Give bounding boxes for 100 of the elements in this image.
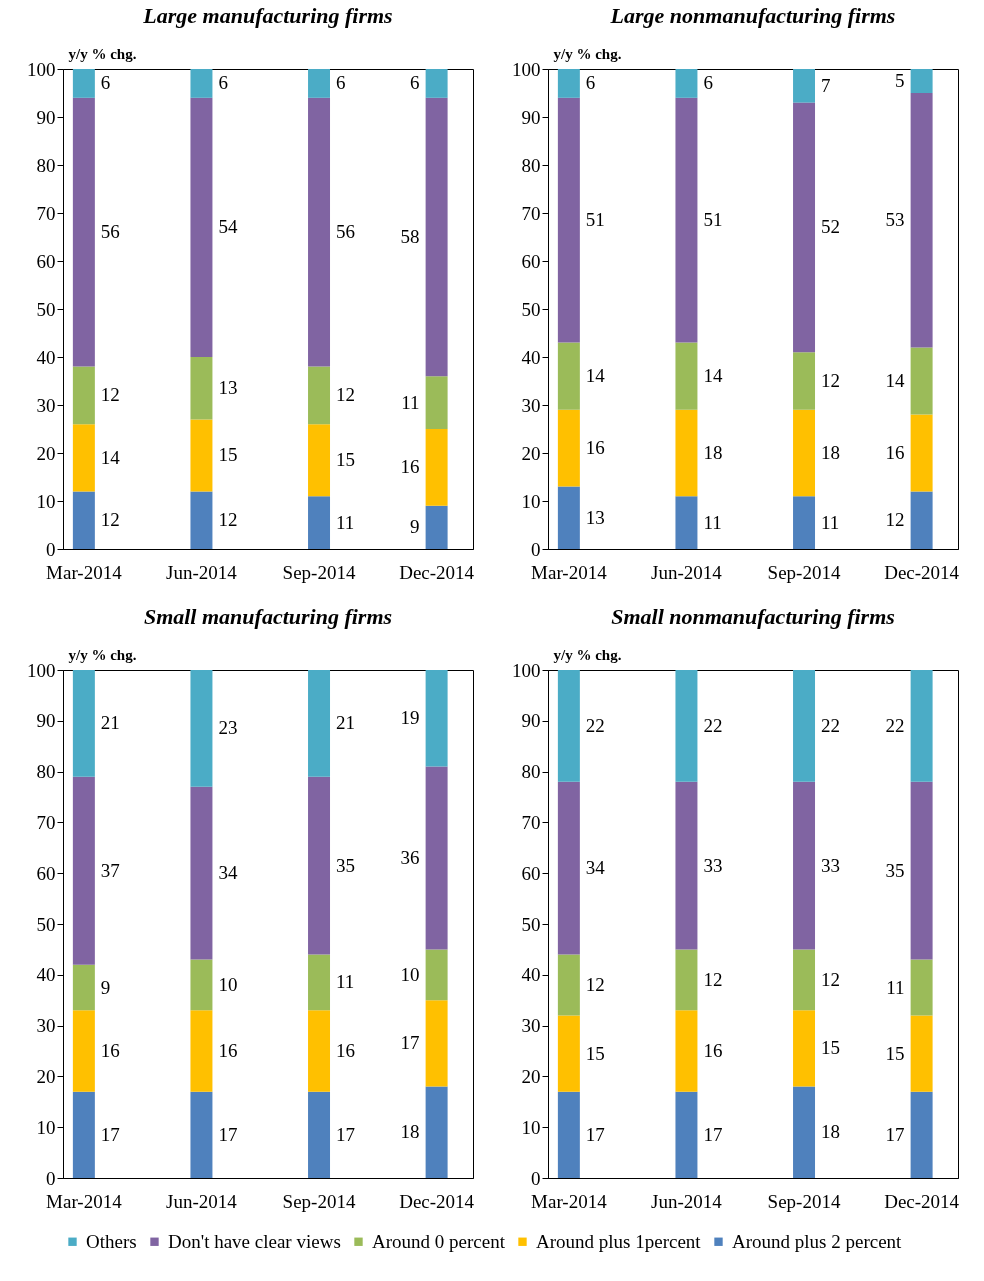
x-tick-label: Dec-2014 <box>884 561 960 583</box>
y-tick-label: 40 <box>36 964 56 986</box>
bar <box>793 102 816 353</box>
y-tick-label: 10 <box>521 490 541 512</box>
y-tick-label: 20 <box>36 442 56 464</box>
data-label: 36 <box>400 846 420 868</box>
bar <box>190 786 213 960</box>
data-label: 16 <box>703 1040 723 1061</box>
bar <box>72 964 95 1011</box>
y-tick-label: 80 <box>521 761 541 783</box>
y-tick-label: 100 <box>512 659 541 681</box>
bar <box>793 670 816 782</box>
bar <box>793 781 816 950</box>
bar <box>72 1091 95 1178</box>
y-tick-label: 60 <box>521 250 541 272</box>
y-tick-label: 20 <box>36 1065 56 1087</box>
y-tick-label: 50 <box>521 913 541 935</box>
x-tick-label: Jun-2014 <box>651 1190 723 1212</box>
data-label: 23 <box>218 717 238 739</box>
data-label: 16 <box>400 456 420 478</box>
y-tick-label: 40 <box>521 346 541 368</box>
data-label: 22 <box>703 714 723 736</box>
data-label: 12 <box>703 968 723 990</box>
bar <box>190 670 213 787</box>
bar <box>308 366 331 425</box>
bar <box>675 949 698 1011</box>
bar <box>675 409 698 497</box>
data-label: 16 <box>218 1040 238 1061</box>
y-tick-label: 80 <box>521 154 541 176</box>
y-tick-label: 70 <box>521 811 541 833</box>
data-label: 17 <box>885 1123 905 1145</box>
y-tick-label: 40 <box>36 346 56 368</box>
bar <box>910 1015 933 1092</box>
data-label: 14 <box>703 365 723 387</box>
y-axis-title: y/y % chg. <box>553 646 622 663</box>
bar <box>910 959 933 1016</box>
legend-label: Around 0 percent <box>372 1230 506 1252</box>
data-label: 17 <box>400 1032 420 1054</box>
data-label: 6 <box>585 72 596 94</box>
data-label: 18 <box>400 1121 420 1143</box>
y-tick-label: 50 <box>36 298 56 320</box>
data-label: 52 <box>821 216 841 238</box>
bar <box>425 766 448 950</box>
bar <box>308 1091 331 1178</box>
bar <box>72 670 95 777</box>
data-label: 17 <box>703 1123 723 1145</box>
bar <box>308 1010 331 1092</box>
y-tick-label: 20 <box>521 442 541 464</box>
data-label: 18 <box>821 442 841 463</box>
bar <box>675 496 698 549</box>
bar <box>557 954 580 1016</box>
data-label: 11 <box>821 511 840 533</box>
y-tick-label: 60 <box>36 862 56 884</box>
data-label: 12 <box>821 968 841 990</box>
chart-title: Small manufacturing firms <box>143 604 393 629</box>
data-label: 6 <box>410 72 420 94</box>
bar <box>190 491 213 549</box>
data-label: 16 <box>336 1040 356 1061</box>
x-tick-label: Dec-2014 <box>884 1190 960 1212</box>
data-label: 15 <box>585 1042 605 1064</box>
data-label: 6 <box>336 72 346 94</box>
data-label: 12 <box>885 509 905 531</box>
bar <box>793 1010 816 1087</box>
bar <box>190 1010 213 1092</box>
bar <box>910 1091 933 1178</box>
data-label: 54 <box>218 216 238 238</box>
bar <box>308 776 331 955</box>
data-label: 33 <box>821 854 841 876</box>
data-label: 16 <box>585 437 605 459</box>
bar <box>557 781 580 955</box>
chart-title: Small nonmanufacturing firms <box>611 604 895 629</box>
data-label: 17 <box>218 1123 238 1145</box>
x-tick-label: Jun-2014 <box>651 561 723 583</box>
y-tick-label: 30 <box>521 394 541 416</box>
y-tick-label: 0 <box>46 1167 56 1189</box>
data-label: 35 <box>336 854 356 876</box>
bar <box>72 1010 95 1092</box>
bar <box>308 954 331 1011</box>
data-label: 5 <box>895 70 905 91</box>
data-label: 11 <box>336 971 355 993</box>
bar <box>793 409 816 497</box>
data-label: 16 <box>885 442 905 463</box>
bar <box>793 496 816 549</box>
chart-title: Large manufacturing firms <box>142 3 393 28</box>
data-label: 53 <box>885 209 905 231</box>
data-label: 14 <box>100 446 121 468</box>
data-label: 58 <box>400 226 420 247</box>
y-tick-label: 60 <box>521 862 541 884</box>
bar <box>675 97 698 343</box>
bar <box>425 376 448 429</box>
data-label: 34 <box>585 857 606 879</box>
data-label: 9 <box>410 516 420 538</box>
bar <box>72 491 95 549</box>
x-tick-label: Mar-2014 <box>46 1190 123 1212</box>
y-tick-label: 40 <box>521 964 541 986</box>
bar <box>793 352 816 410</box>
data-label: 11 <box>703 511 722 533</box>
data-label: 51 <box>703 209 723 231</box>
y-tick-label: 50 <box>36 913 56 935</box>
data-label: 11 <box>401 391 420 413</box>
